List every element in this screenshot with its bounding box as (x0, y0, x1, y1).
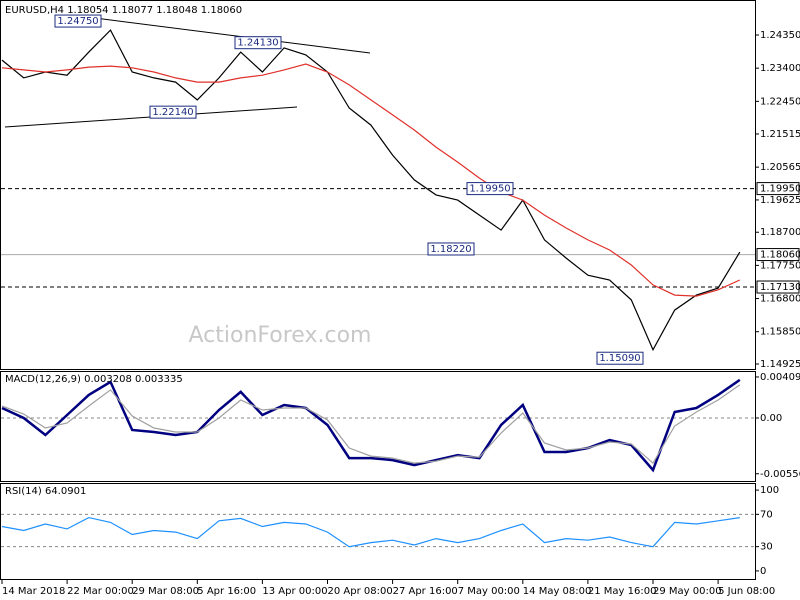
annotation-box (234, 36, 282, 50)
trendline (94, 17, 371, 54)
annotation-label: 1.18220 (430, 244, 471, 255)
panel-title: MACD(12,26,9) 0.003208 0.003335 (5, 374, 183, 385)
y-tick-label: 1.14925 (760, 359, 800, 370)
series-line (1, 384, 741, 465)
panel-frame (0, 371, 756, 482)
annotation-label: 1.22140 (152, 107, 193, 118)
x-tick-label: 14 May 08:00 (523, 586, 592, 597)
y-tick-label: 0.00 (760, 413, 782, 424)
x-tick-label: 20 Apr 08:00 (328, 586, 393, 597)
x-tick-label: 22 Mar 00:00 (67, 586, 134, 597)
x-tick-label: 29 May 00:00 (653, 586, 722, 597)
y-tick-label: 1.16800 (760, 294, 800, 305)
x-tick-label: 27 Apr 16:00 (393, 586, 458, 597)
series-line (1, 378, 741, 473)
y-tick-label: 1.18700 (760, 227, 800, 238)
y-tick-label: 100 (760, 485, 779, 496)
x-tick-label: 5 Apr 16:00 (197, 586, 256, 597)
y-tick-label: 1.17750 (760, 260, 800, 271)
y-tick-label: 1.21515 (760, 129, 800, 140)
y-tick-label: 70 (760, 509, 773, 520)
y-tick-label: -0.005568 (760, 469, 800, 480)
y-tick-label: 1.20565 (760, 162, 800, 173)
series-line (1, 516, 740, 548)
y-tick-label: 0.004094 (760, 372, 800, 383)
level-label-box (756, 280, 800, 294)
annotation-label: 1.19950 (469, 184, 510, 195)
level-label: 1.17130 (760, 282, 800, 293)
y-tick-label: 1.24350 (760, 30, 800, 41)
level-label-box (756, 182, 800, 196)
series-line (1, 29, 741, 352)
panel-title: RSI(14) 64.0901 (5, 486, 86, 497)
panel-title: EURUSD,H4 1.18054 1.18077 1.18048 1.1806… (5, 5, 242, 16)
annotation-box (427, 242, 475, 256)
level-label-box (756, 248, 800, 262)
annotation-box (466, 182, 514, 196)
annotation-box (54, 14, 102, 28)
y-tick-label: 1.22450 (760, 96, 800, 107)
x-tick-label: 14 Mar 2018 (2, 586, 65, 597)
level-label: 1.18060 (760, 250, 800, 261)
panel-frame (0, 0, 756, 370)
annotation-box (596, 351, 644, 365)
x-tick-label: 7 May 00:00 (458, 586, 520, 597)
y-tick-label: 1.23400 (760, 63, 800, 74)
annotation-label: 1.24750 (57, 16, 98, 27)
watermark: ActionForex.com (189, 323, 372, 348)
y-tick-label: 0 (760, 566, 766, 577)
annotation-label: 1.15090 (599, 353, 640, 364)
y-tick-label: 30 (760, 542, 773, 553)
annotation-box (149, 105, 197, 119)
level-label: 1.19950 (760, 184, 800, 195)
y-tick-label: 1.19625 (760, 195, 800, 206)
x-tick-label: 13 Apr 00:00 (262, 586, 327, 597)
x-tick-label: 5 Jun 08:00 (718, 586, 775, 597)
annotation-label: 1.24130 (237, 38, 278, 49)
panel-frame (0, 483, 756, 580)
x-tick-label: 29 Mar 08:00 (132, 586, 199, 597)
y-tick-label: 1.15850 (760, 327, 800, 338)
x-tick-label: 21 May 16:00 (588, 586, 657, 597)
series-line (1, 63, 741, 297)
